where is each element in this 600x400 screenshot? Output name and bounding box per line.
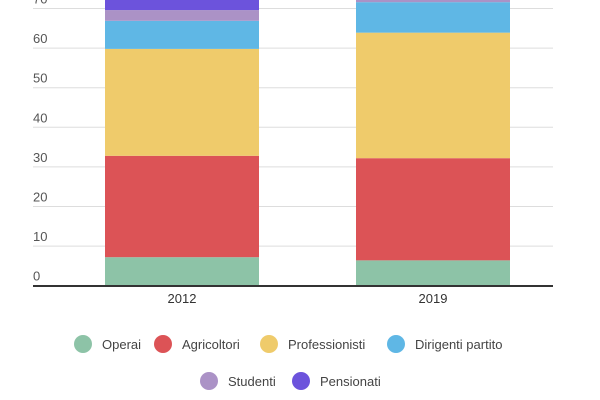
bar-segment-dirigenti-partito-2012 [105,20,259,49]
legend-label: Professionisti [288,337,365,352]
legend-swatch [387,335,405,353]
bar-segment-agricoltori-2019 [356,158,510,261]
bar-segment-pensionati-2012 [105,0,259,11]
legend-swatch [260,335,278,353]
bars [105,0,510,286]
y-tick-label: 40 [33,110,47,125]
bar-segment-professionisti-2012 [105,48,259,156]
y-tick-labels: 0 10 20 30 40 50 60 70 [33,0,47,284]
bar-segment-professionisti-2019 [356,32,510,159]
bar-segment-operai-2019 [356,260,510,286]
y-tick-label: 70 [33,0,47,7]
legend-label: Dirigenti partito [415,337,502,352]
bar-segment-studenti-2012 [105,10,259,21]
x-tick-label: 2012 [168,291,197,306]
legend-label: Pensionati [320,374,381,389]
legend-swatch [292,372,310,390]
bar-segment-dirigenti-partito-2019 [356,2,510,33]
bar-segment-agricoltori-2012 [105,155,259,258]
legend-item-operai[interactable]: Operai [74,335,141,353]
bar-segment-studenti-2019 [356,0,510,3]
x-tick-label: 2019 [419,291,448,306]
legend-item-pensionati[interactable]: Pensionati [292,372,381,390]
y-tick-label: 50 [33,71,47,86]
x-tick-labels: 2012 2019 [168,291,448,306]
y-tick-label: 0 [33,269,40,284]
legend-swatch [200,372,218,390]
legend-label: Agricoltori [182,337,240,352]
y-tick-label: 10 [33,229,47,244]
y-tick-label: 30 [33,150,47,165]
y-tick-label: 60 [33,31,47,46]
legend-item-professionisti[interactable]: Professionisti [260,335,365,353]
legend-item-studenti[interactable]: Studenti [200,372,276,390]
legend-item-agricoltori[interactable]: Agricoltori [154,335,240,353]
legend-item-dirigenti-partito[interactable]: Dirigenti partito [387,335,502,353]
y-tick-label: 20 [33,190,47,205]
legend: Operai Agricoltori Professionisti Dirigenti… [74,335,502,390]
legend-swatch [154,335,172,353]
bar-segment-operai-2012 [105,257,259,286]
legend-swatch [74,335,92,353]
legend-label: Operai [102,337,141,352]
legend-label: Studenti [228,374,276,389]
